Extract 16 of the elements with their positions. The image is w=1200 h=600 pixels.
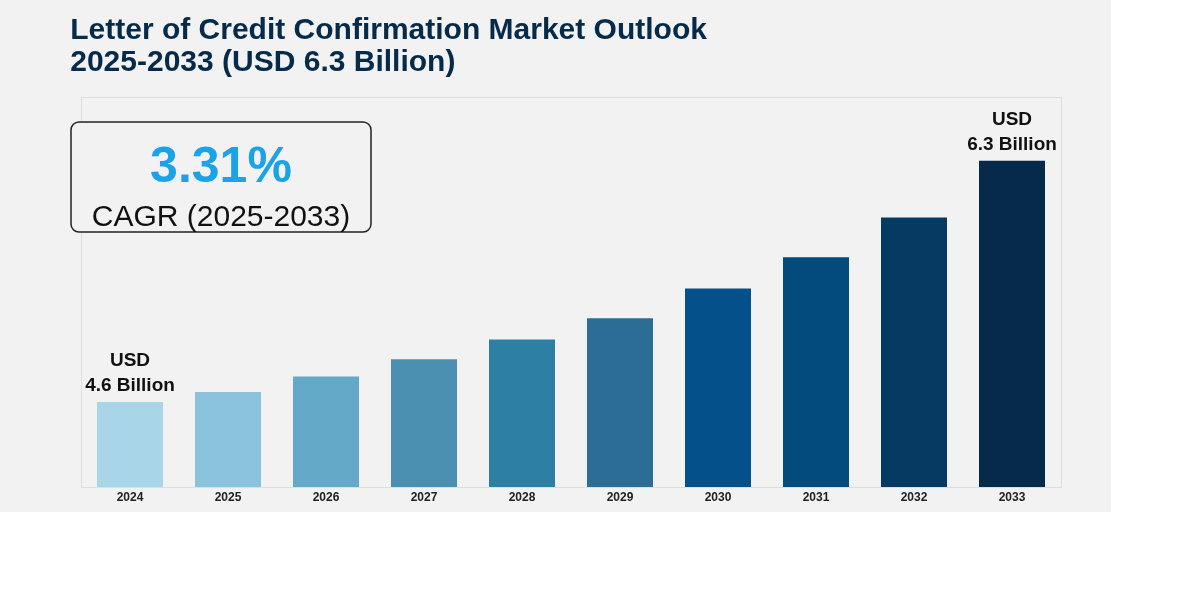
x-tick-label: 2026 [312,489,340,504]
x-tick-label: 2032 [900,489,928,504]
annotation: CAGR (2025-2033) [91,199,351,232]
text: 2025-2033 (USD 6.3 Billion) [70,44,456,77]
x-tick-label: 2024 [116,489,144,504]
data-label: USD 6.3 Billion [967,107,1057,154]
data-label: USD 4.6 Billion [85,348,175,395]
text: Letter of Credit Confirmation Market Outlook [70,12,707,45]
x-tick-label: 2029 [606,489,634,504]
x-tick-label: 2027 [410,489,438,504]
x-tick-label: 2031 [802,489,830,504]
x-tick-label: 2033 [998,489,1026,504]
x-tick-label: 2028 [508,489,536,504]
x-tick-label: 2025 [214,489,242,504]
annotation: 3.31% [150,137,292,193]
x-tick-label: 2030 [704,489,732,504]
